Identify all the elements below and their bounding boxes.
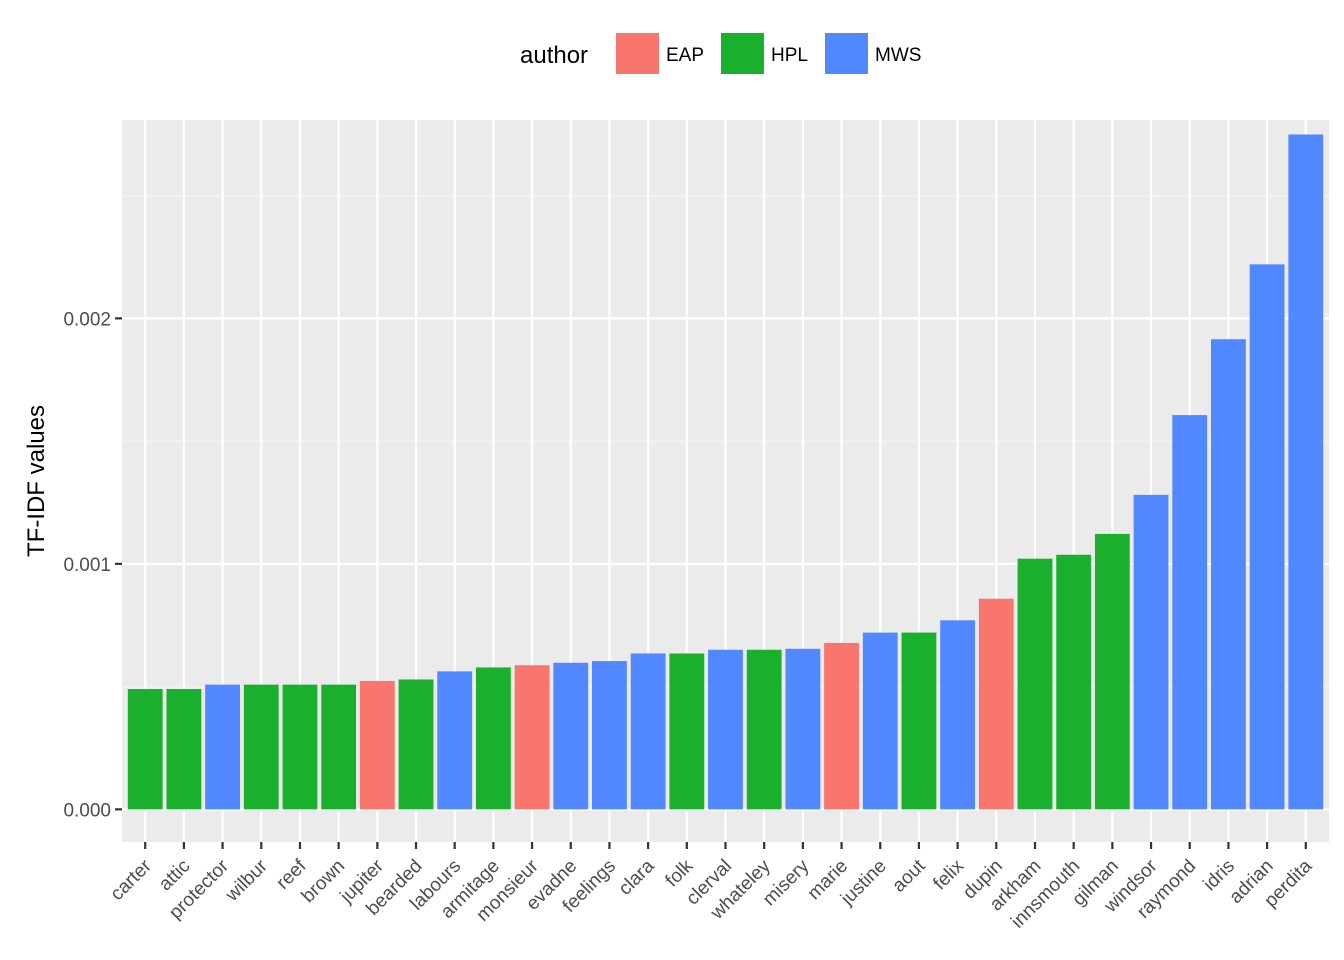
bar-attic [166,689,202,810]
legend: author EAP HPL MWS [520,33,921,74]
legend-title: author [520,42,588,69]
legend-key-HPL [721,33,764,74]
y-tick-label: 0.001 [63,555,111,576]
legend-key-EAP [616,33,659,74]
bars [127,134,1324,810]
bar-whateley [746,649,782,810]
bar-wilbur [243,684,279,810]
bar-windsor [1133,494,1169,810]
bar-aout [901,632,937,810]
bar-carter [127,689,163,810]
x-tick-label: carter [107,855,157,905]
bar-perdita [1288,134,1324,810]
bar-arkham [1017,558,1053,810]
x-tick-label: brown [298,856,349,907]
bar-adrian [1249,264,1285,810]
bar-felix [940,620,976,810]
bar-evadne [553,662,589,810]
bar-armitage [475,667,511,810]
bar-gilman [1094,533,1130,810]
bar-dupin [978,598,1014,810]
bar-labours [437,671,473,810]
y-tick-label: 0.000 [63,800,111,821]
bar-reef [282,684,318,810]
x-tick-label: aout [888,855,930,897]
y-axis-label: TF-IDF values [23,405,50,557]
bar-monsieur [514,665,550,810]
legend-label-MWS: MWS [875,45,921,66]
bar-bearded [398,679,434,810]
bar-folk [669,653,705,810]
y-axis: 0.000 0.001 0.002 [63,309,122,821]
bar-clara [630,653,666,810]
bar-clerval [708,649,743,810]
bar-justine [862,632,898,810]
bar-protector [205,684,240,810]
bar-feelings [592,661,627,810]
bar-idris [1211,339,1246,810]
x-tick-label: clara [615,855,659,899]
bar-misery [785,648,821,810]
x-tick-label: wilbur [221,855,272,906]
bar-raymond [1172,415,1208,810]
legend-key-MWS [825,33,868,74]
legend-label-HPL: HPL [771,45,808,66]
bar-brown [321,684,357,810]
y-tick-label: 0.002 [63,309,111,330]
bar-innsmouth [1056,554,1092,810]
bar-marie [824,642,859,810]
legend-label-EAP: EAP [666,45,704,66]
bar-jupiter [359,680,395,810]
